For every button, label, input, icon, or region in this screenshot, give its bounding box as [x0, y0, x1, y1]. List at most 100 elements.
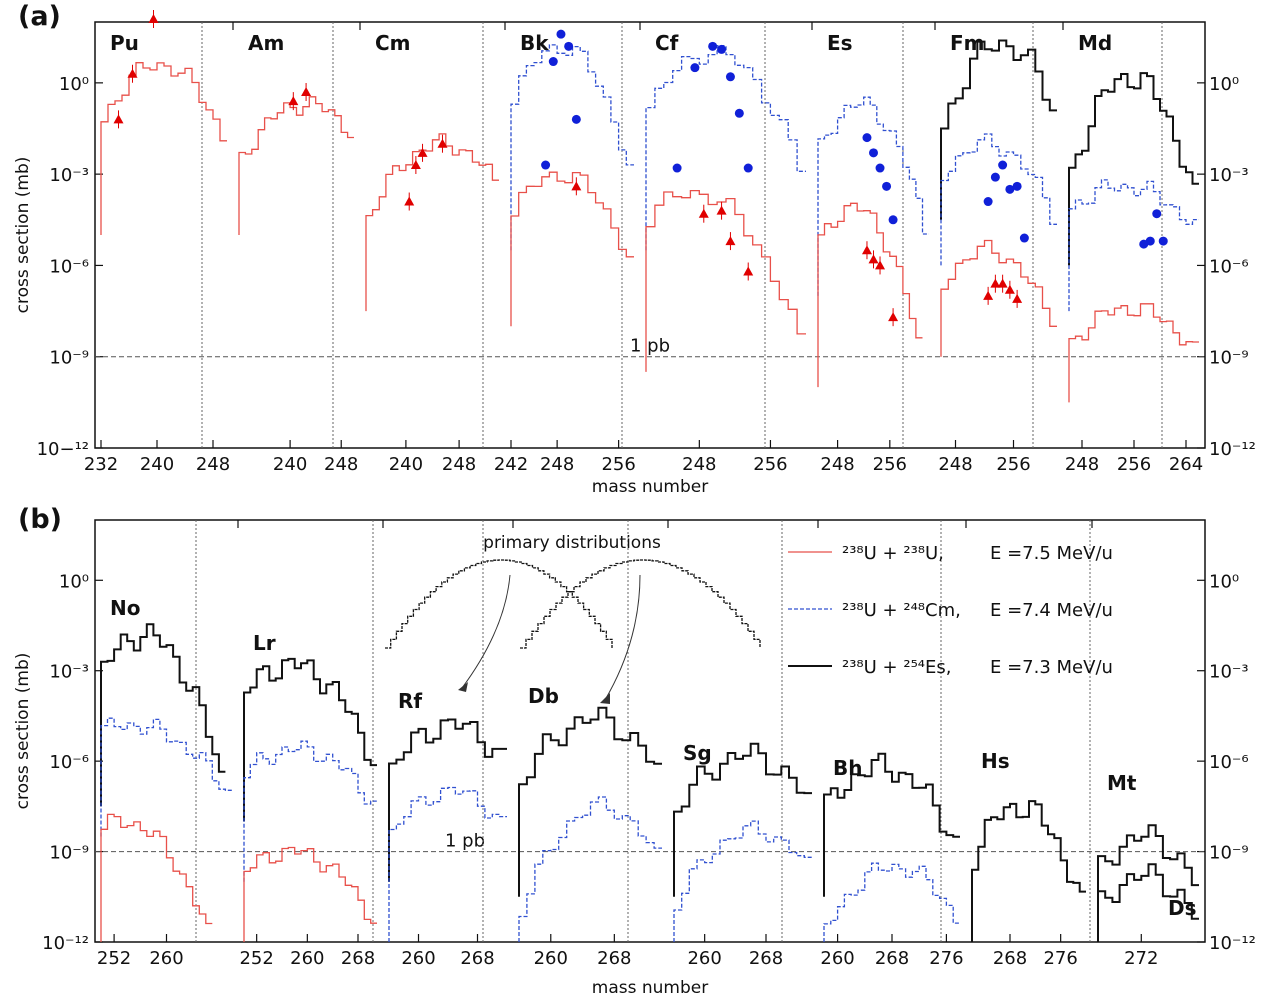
exp-point-triangle	[716, 205, 727, 215]
y-tick-label: 10−¹²	[37, 439, 89, 460]
element-label: Db	[528, 684, 559, 708]
y-tick-label-right: 10⁻³	[1209, 662, 1249, 683]
exp-point-triangle	[417, 147, 428, 157]
one-pb-label: 1 pb	[630, 336, 670, 357]
x-tick-label: 240	[389, 454, 423, 475]
exp-point-circle	[875, 163, 885, 173]
exp-point-circle	[998, 160, 1008, 170]
x-tick-label: 268	[875, 948, 909, 969]
x-tick-label: 256	[873, 454, 907, 475]
x-tick-label: 248	[540, 454, 574, 475]
exp-point-circle	[743, 163, 753, 173]
x-tick-label: 248	[938, 454, 972, 475]
series-line-u238	[238, 96, 354, 235]
series-line-u238	[100, 62, 227, 235]
series-line-cm248	[817, 96, 929, 296]
series-line-u238	[510, 171, 634, 327]
y-tick-label: 10⁰	[59, 74, 89, 95]
series-line-u238	[365, 133, 499, 312]
x-tick-label: 260	[820, 948, 854, 969]
x-axis-label: mass number	[592, 978, 708, 998]
series-line-cm248	[510, 44, 634, 251]
exp-point-circle	[1012, 181, 1022, 191]
panel-letter: (a)	[18, 1, 61, 32]
exp-point-circle	[571, 114, 581, 124]
exp-point-circle	[983, 197, 993, 207]
y-tick-label-right: 10⁻⁹	[1209, 843, 1249, 864]
series-line-es254	[518, 706, 662, 897]
primary-distribution-curve	[385, 559, 613, 649]
x-tick-label: 268	[993, 948, 1027, 969]
x-tick-label: 248	[196, 454, 230, 475]
exp-point-circle	[1158, 236, 1168, 246]
element-label: Rf	[398, 689, 422, 713]
x-tick-label: 276	[929, 948, 963, 969]
element-label: Cf	[655, 31, 679, 55]
x-tick-label: 252	[97, 948, 131, 969]
y-axis-label: cross section (mb)	[13, 157, 33, 314]
plot-frame	[94, 519, 1206, 943]
element-label: Sg	[683, 741, 712, 765]
exp-point-circle	[690, 63, 700, 73]
exp-point-triangle	[437, 138, 448, 148]
exp-point-circle	[708, 41, 718, 51]
series-line-es254	[243, 657, 377, 822]
exp-point-circle	[862, 133, 872, 143]
series-line-cm248	[388, 786, 507, 942]
primary-distributions-label: primary distributions	[483, 533, 661, 553]
exp-point-circle	[556, 29, 566, 39]
x-tick-label: 240	[140, 454, 174, 475]
x-tick-label: 276	[1043, 948, 1077, 969]
x-tick-label: 256	[601, 454, 635, 475]
legend-energy: E =7.5 MeV/u	[990, 543, 1113, 564]
y-tick-label-right: 10⁰	[1209, 571, 1239, 592]
exp-point-circle	[548, 57, 558, 67]
x-tick-label: 260	[401, 948, 435, 969]
series-line-u238	[1068, 303, 1199, 403]
exp-point-triangle	[990, 278, 1001, 288]
exp-point-triangle	[868, 254, 879, 264]
series-line-es254	[1097, 863, 1199, 942]
y-tick-label-right: 10⁻¹²	[1209, 439, 1256, 460]
x-tick-label: 268	[749, 948, 783, 969]
exp-point-triangle	[888, 312, 899, 322]
x-tick-label: 232	[84, 454, 118, 475]
exp-point-circle	[1152, 209, 1162, 219]
exp-point-triangle	[1004, 284, 1015, 294]
exp-point-circle	[672, 163, 682, 173]
y-tick-label: 10⁻⁶	[49, 256, 89, 277]
element-label: Lr	[253, 631, 276, 655]
x-tick-label: 240	[273, 454, 307, 475]
y-tick-label-right: 10⁻³	[1209, 165, 1249, 186]
y-tick-label: 10⁻⁹	[49, 348, 89, 369]
y-tick-label: 10⁻¹²	[42, 933, 89, 954]
series-line-u238	[243, 846, 377, 942]
x-tick-label: 248	[442, 454, 476, 475]
exp-point-triangle	[1012, 293, 1023, 303]
series-line-u238	[645, 189, 806, 372]
x-tick-label: 256	[996, 454, 1030, 475]
legend-energy: E =7.4 MeV/u	[990, 600, 1113, 621]
series-line-cm248	[940, 133, 1057, 266]
element-label: Es	[827, 31, 853, 55]
exp-point-triangle	[148, 13, 159, 23]
element-label: Bk	[520, 31, 549, 55]
series-line-cm248	[673, 820, 812, 942]
x-tick-label: 256	[753, 454, 787, 475]
x-tick-label: 256	[1117, 454, 1151, 475]
x-tick-label: 242	[494, 454, 528, 475]
plot-frame	[94, 21, 1206, 449]
panel-letter: (b)	[18, 504, 62, 535]
element-label: Pu	[110, 31, 139, 55]
series-line-es254	[1068, 72, 1199, 266]
series-line-cm248	[1068, 179, 1199, 312]
one-pb-label: 1 pb	[445, 831, 485, 852]
y-tick-label-right: 10⁻⁶	[1209, 256, 1249, 277]
series-line-es254	[1097, 824, 1199, 942]
legend-reaction: ²³⁸U + ²³⁸U,	[842, 543, 944, 564]
series-line-es254	[100, 623, 226, 807]
y-tick-label: 10⁻⁹	[49, 843, 89, 864]
x-tick-label: 264	[1169, 454, 1203, 475]
series-line-cm248	[100, 717, 232, 837]
arrow-head	[458, 682, 468, 692]
